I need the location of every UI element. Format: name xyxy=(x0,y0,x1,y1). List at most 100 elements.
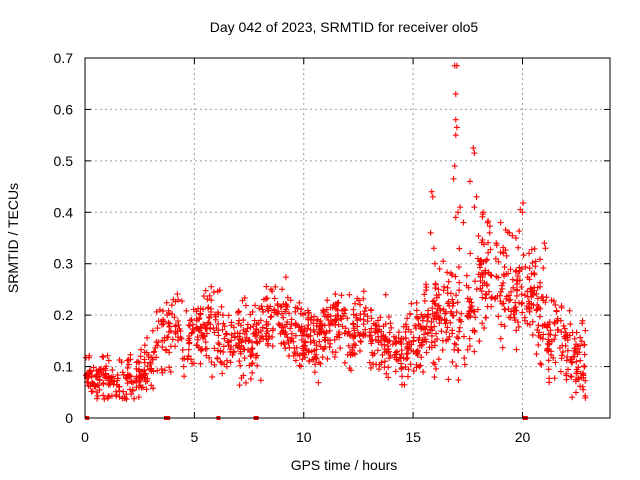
data-point xyxy=(265,340,272,347)
data-point xyxy=(485,239,492,246)
data-point xyxy=(581,341,588,348)
y-tick-label: 0.1 xyxy=(54,359,74,375)
data-point xyxy=(156,306,163,313)
data-point xyxy=(422,336,429,343)
data-point xyxy=(492,296,499,303)
data-point xyxy=(231,334,238,341)
data-point xyxy=(495,258,502,265)
data-point xyxy=(120,388,127,395)
data-point xyxy=(479,294,486,301)
data-point xyxy=(299,332,306,339)
data-point xyxy=(235,340,242,347)
data-point xyxy=(516,228,523,235)
data-point xyxy=(418,325,425,332)
data-point xyxy=(186,322,193,329)
data-point xyxy=(418,311,425,318)
data-point-outlier xyxy=(512,235,519,241)
data-point xyxy=(445,376,452,383)
data-point xyxy=(526,308,533,315)
data-point xyxy=(418,342,425,349)
data-point xyxy=(141,342,148,349)
data-point xyxy=(378,341,385,348)
x-axis-label: GPS time / hours xyxy=(291,457,398,473)
data-point xyxy=(228,322,235,329)
data-point xyxy=(503,270,510,277)
data-point xyxy=(440,258,447,265)
data-point xyxy=(236,382,243,389)
data-point-outlier xyxy=(467,178,473,185)
data-point xyxy=(404,344,411,351)
data-point-outlier xyxy=(429,193,436,200)
data-point xyxy=(240,317,247,324)
data-point xyxy=(452,273,459,280)
data-point xyxy=(499,300,506,307)
data-point xyxy=(135,394,142,401)
data-point xyxy=(467,304,474,311)
data-point xyxy=(374,317,381,324)
data-point xyxy=(528,285,535,292)
data-point xyxy=(376,366,383,373)
data-point xyxy=(296,324,303,331)
data-point xyxy=(364,318,371,325)
data-point xyxy=(280,314,287,321)
data-point xyxy=(324,355,331,362)
data-point xyxy=(292,308,299,315)
data-point xyxy=(580,386,587,393)
data-point xyxy=(88,373,95,380)
data-point xyxy=(362,326,369,333)
data-point xyxy=(357,301,364,308)
data-point xyxy=(200,321,207,328)
data-point xyxy=(475,232,482,239)
data-point xyxy=(471,328,478,335)
data-point xyxy=(393,356,400,363)
data-point xyxy=(128,378,135,385)
data-point xyxy=(433,292,440,299)
axes: 0 5 10 15 20 0 0.1 0.2 0.3 0.4 0.5 0.6 0.7 xyxy=(54,50,611,445)
data-point xyxy=(235,320,242,327)
data-point xyxy=(287,325,294,332)
data-point xyxy=(548,297,555,304)
data-point xyxy=(416,363,423,370)
data-point xyxy=(416,334,423,341)
data-point xyxy=(195,305,202,312)
data-point xyxy=(420,368,427,375)
data-point xyxy=(566,332,573,339)
data-point xyxy=(431,342,438,349)
data-point xyxy=(563,376,570,383)
data-point xyxy=(369,349,376,356)
data-point xyxy=(90,364,97,371)
data-point xyxy=(160,321,167,328)
data-point xyxy=(189,360,196,367)
data-point xyxy=(388,324,395,331)
data-point xyxy=(533,351,540,358)
data-point xyxy=(354,323,361,330)
x-tick-label: 10 xyxy=(296,429,312,445)
data-point xyxy=(485,269,492,276)
data-point xyxy=(259,333,266,340)
data-point xyxy=(406,339,413,346)
data-point xyxy=(362,304,369,311)
data-point xyxy=(351,300,358,307)
data-point xyxy=(124,364,131,371)
data-point xyxy=(349,344,356,351)
data-point xyxy=(283,331,290,338)
data-point xyxy=(243,328,250,335)
data-point xyxy=(560,322,567,329)
data-point xyxy=(540,331,547,338)
data-point xyxy=(263,330,270,337)
data-point xyxy=(407,310,414,317)
data-point xyxy=(520,200,527,207)
data-point xyxy=(407,361,414,368)
data-point xyxy=(241,355,248,362)
data-point xyxy=(299,356,306,363)
data-point xyxy=(577,357,584,364)
data-point xyxy=(307,316,314,323)
data-point xyxy=(515,323,522,330)
data-point xyxy=(310,320,317,327)
data-point xyxy=(114,372,121,379)
data-point xyxy=(532,258,539,265)
data-point xyxy=(444,290,451,297)
data-point xyxy=(429,327,436,334)
data-point xyxy=(332,291,339,298)
data-point xyxy=(294,305,301,312)
